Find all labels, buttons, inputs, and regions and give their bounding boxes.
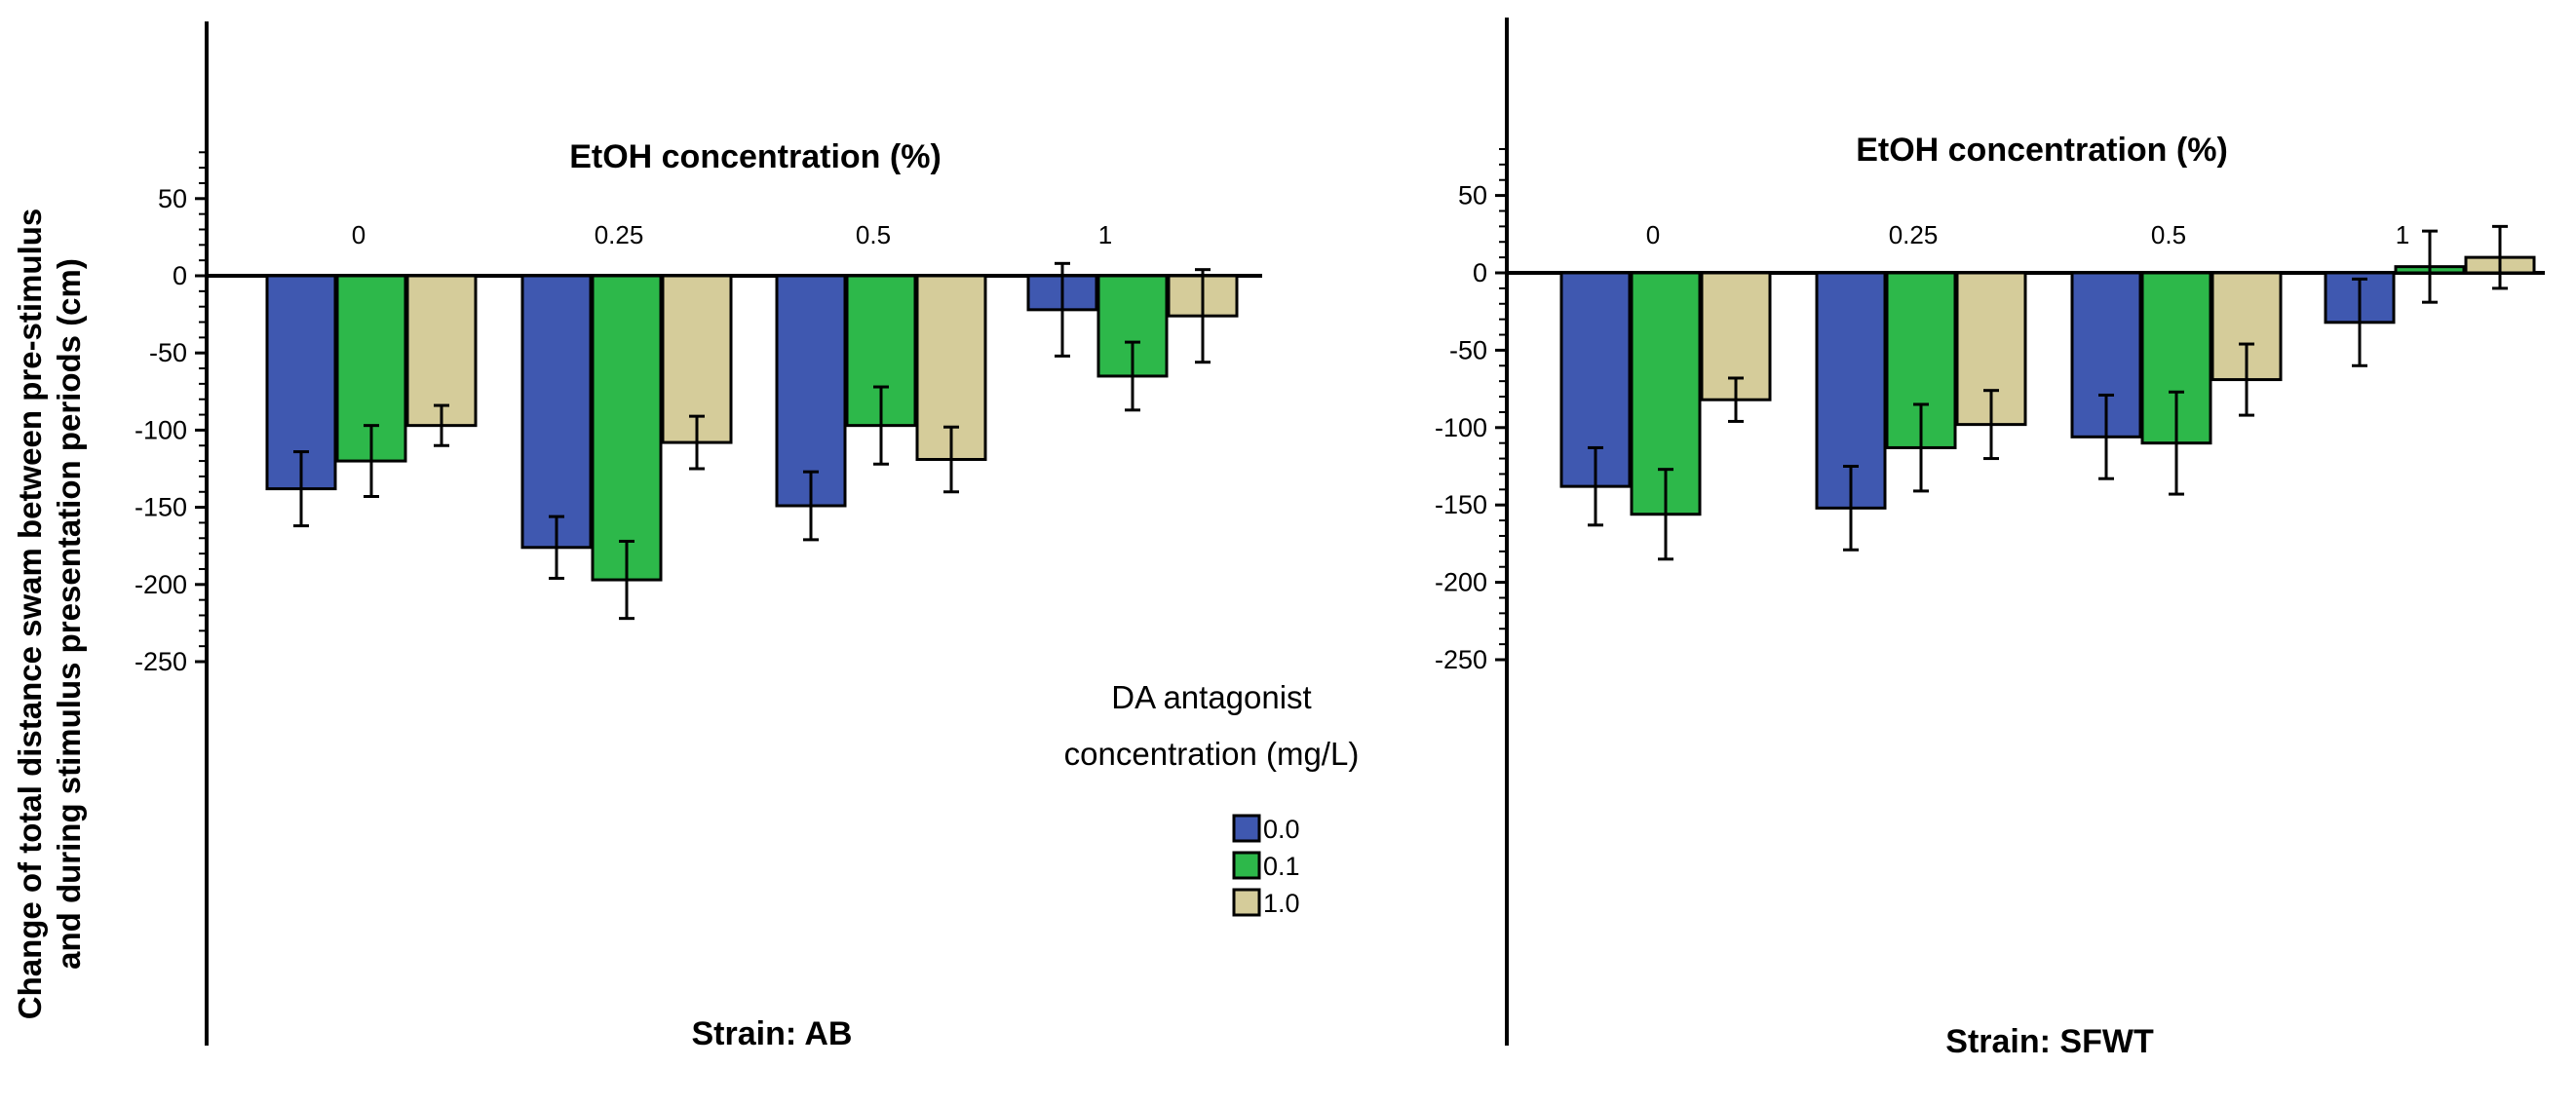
bar-group-sfwt-0.25 — [1815, 271, 2027, 552]
category-label-ab: 1 — [1098, 220, 1112, 249]
bar-group-ab-0 — [265, 274, 478, 528]
category-label-sfwt: 0.25 — [1889, 220, 1939, 249]
bar-group-sfwt-0 — [1559, 271, 1772, 561]
bar-group-ab-1 — [1026, 261, 1239, 412]
chart-title-ab: Strain: AB — [692, 1015, 853, 1052]
y-tick-label: 0 — [1473, 258, 1487, 287]
x-axis-title-sfwt: EtOH concentration (%) — [1856, 132, 2228, 169]
y-tick-label: -50 — [149, 338, 187, 367]
legend-label-1.0: 1.0 — [1263, 889, 1300, 918]
legend-label-0.0: 0.0 — [1263, 815, 1300, 844]
legend-swatch-0.0 — [1232, 814, 1261, 843]
y-tick-label: -150 — [1435, 490, 1487, 519]
category-label-sfwt: 0 — [1646, 220, 1660, 249]
legend-swatch-0.1 — [1232, 851, 1261, 880]
bar-group-ab-0.5 — [775, 274, 987, 542]
bar-ab-0-series-1.0 — [405, 274, 478, 428]
y-tick-label: 50 — [158, 184, 187, 213]
bar-ab-0.25-series-0.0 — [520, 274, 593, 550]
bar-ab-0.25-series-0.1 — [591, 274, 663, 582]
legend-label-0.1: 0.1 — [1263, 852, 1300, 881]
legend-swatch-1.0 — [1232, 888, 1261, 917]
chart-panel-sfwt: EtOH concentration (%) Strain: SFWT 50 0 -… — [1435, 18, 2545, 1060]
category-label-ab: 0.25 — [595, 220, 644, 249]
y-tick-label: -100 — [1435, 413, 1487, 442]
y-tick-label: -200 — [1435, 568, 1487, 597]
bar-group-sfwt-0.5 — [2070, 271, 2283, 496]
category-label-ab: 0 — [352, 220, 365, 249]
bar-group-ab-0.25 — [520, 274, 733, 621]
y-axis-label-line2: and during stimulus presentation periods… — [51, 258, 87, 970]
y-tick-label: -200 — [135, 570, 187, 599]
y-axis-label: Change of total distance swam between pr… — [12, 209, 87, 1020]
y-tick-label: -100 — [135, 415, 187, 444]
y-tick-label: -250 — [1435, 645, 1487, 674]
y-tick-label: -250 — [135, 647, 187, 676]
legend: DA antagonist concentration (mg/L) 0.0 0.… — [1064, 679, 1360, 918]
category-label-sfwt: 1 — [2396, 220, 2409, 249]
chart-title-sfwt: Strain: SFWT — [1945, 1023, 2154, 1060]
y-tick-label: 50 — [1458, 181, 1487, 210]
bar-group-sfwt-1 — [2324, 224, 2536, 367]
chart-panel-ab: EtOH concentration (%) Strain: AB 50 0 -50… — [135, 21, 1262, 1052]
category-label-ab: 0.5 — [856, 220, 891, 249]
bar-ab-0.25-series-1.0 — [661, 274, 733, 444]
category-label-sfwt: 0.5 — [2151, 220, 2186, 249]
legend-title-line2: concentration (mg/L) — [1064, 736, 1360, 772]
y-tick-label: -150 — [135, 493, 187, 522]
x-axis-title-ab: EtOH concentration (%) — [569, 138, 942, 175]
y-tick-label: 0 — [173, 261, 187, 290]
bar-sfwt-0-series-1.0 — [1700, 271, 1772, 401]
y-tick-label: -50 — [1449, 335, 1487, 364]
legend-title-line1: DA antagonist — [1111, 679, 1311, 715]
y-axis-label-line1: Change of total distance swam between pr… — [12, 209, 48, 1020]
